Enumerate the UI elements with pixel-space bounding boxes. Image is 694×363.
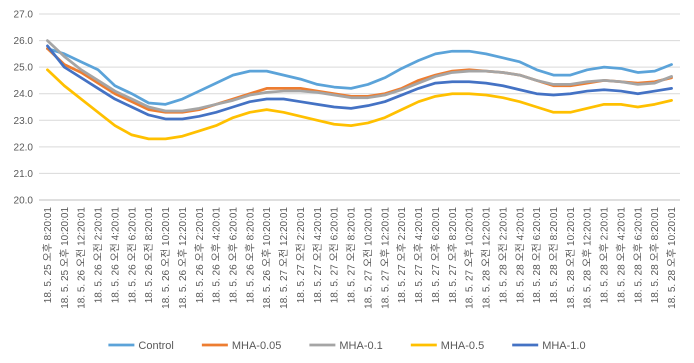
y-tick-label: 22.0 [14,142,34,153]
x-tick-label: 18. 5. 28 오전 12:20:01 [481,207,493,309]
x-tick-label: 18. 5. 27 오전 4:20:01 [312,207,324,304]
y-tick-label: 24.0 [14,89,34,100]
legend-item: MHA-0.1 [309,340,383,352]
x-tick-label: 18. 5. 26 오후 6:20:01 [227,207,239,304]
x-tick-label: 18. 5. 28 오후 4:20:01 [615,207,627,304]
x-tick-label: 18. 5. 28 오후 12:20:01 [582,207,594,309]
legend: Control MHA-0.05 MHA-0.1 MHA-0.5 MHA-1.0 [108,340,586,352]
legend-item: MHA-1.0 [512,340,586,352]
x-tick-label: 18. 5. 28 오전 10:20:01 [565,207,577,309]
x-tick-label: 18. 5. 25 오후 8:20:01 [42,207,54,304]
legend-label: MHA-0.1 [339,340,382,352]
series-line [46,68,673,141]
x-tick-label: 18. 5. 28 오후 6:20:01 [632,207,644,304]
x-tick-label: 18. 5. 26 오전 8:20:01 [143,207,155,304]
legend-item: MHA-0.5 [410,340,484,352]
x-tick-label: 18. 5. 26 오후 4:20:01 [211,207,223,304]
x-tick-label: 18. 5. 28 오전 2:20:01 [497,207,509,304]
y-tick-label: 23.0 [14,116,34,127]
y-tick-label: 20.0 [14,196,34,207]
legend-label: MHA-1.0 [542,340,585,352]
x-tick-label: 18. 5. 28 오전 6:20:01 [531,207,543,304]
x-tick-label: 18. 5. 27 오후 10:20:01 [464,207,476,309]
x-tick-label: 18. 5. 26 오후 10:20:01 [261,207,273,309]
x-tick-label: 18. 5. 25 오후 10:20:01 [59,207,71,309]
x-tick-label: 18. 5. 27 오전 10:20:01 [362,207,374,309]
x-tick-label: 18. 5. 26 오후 2:20:01 [194,207,206,304]
x-tick-label: 18. 5. 27 오전 6:20:01 [329,207,341,304]
x-tick-label: 18. 5. 28 오후 8:20:01 [649,207,661,304]
x-tick-label: 18. 5. 28 오후 2:20:01 [599,207,611,304]
x-tick-label: 18. 5. 27 오후 4:20:01 [413,207,425,304]
legend-label: MHA-0.5 [441,340,484,352]
x-tick-label: 18. 5. 26 오전 12:20:01 [76,207,88,309]
y-tick-label: 25.0 [14,63,34,74]
x-tick-label: 18. 5. 26 오전 4:20:01 [109,207,121,304]
series-line [46,39,673,113]
x-tick-label: 18. 5. 26 오후 12:20:01 [177,207,189,309]
y-tick-label: 21.0 [14,169,34,180]
y-tick-label: 27.0 [14,10,34,21]
x-tick-label: 18. 5. 27 오후 6:20:01 [430,207,442,304]
legend-item: MHA-0.05 [201,340,282,352]
x-tick-label: 18. 5. 27 오후 2:20:01 [396,207,408,304]
x-tick-label: 18. 5. 27 오전 8:20:01 [346,207,358,304]
x-tick-label: 18. 5. 28 오후 10:20:01 [666,207,678,309]
x-tick-label: 18. 5. 27 오전 12:20:01 [278,207,290,309]
x-tick-label: 18. 5. 28 오전 8:20:01 [548,207,560,304]
series-line [46,44,673,121]
legend-item: Control [108,340,174,352]
x-tick-label: 18. 5. 26 오전 2:20:01 [93,207,105,304]
legend-label: Control [138,340,173,352]
x-tick-label: 18. 5. 26 오전 10:20:01 [160,207,172,309]
series-line [46,47,673,106]
legend-label: MHA-0.05 [232,340,282,352]
x-tick-label: 18. 5. 26 오전 6:20:01 [126,207,138,304]
x-tick-label: 18. 5. 28 오전 4:20:01 [514,207,526,304]
x-tick-label: 18. 5. 27 오후 8:20:01 [447,207,459,304]
x-tick-label: 18. 5. 27 오후 12:20:01 [379,207,391,309]
y-tick-label: 26.0 [14,36,34,47]
x-tick-label: 18. 5. 26 오후 8:20:01 [244,207,256,304]
x-tick-label: 18. 5. 27 오전 2:20:01 [295,207,307,304]
